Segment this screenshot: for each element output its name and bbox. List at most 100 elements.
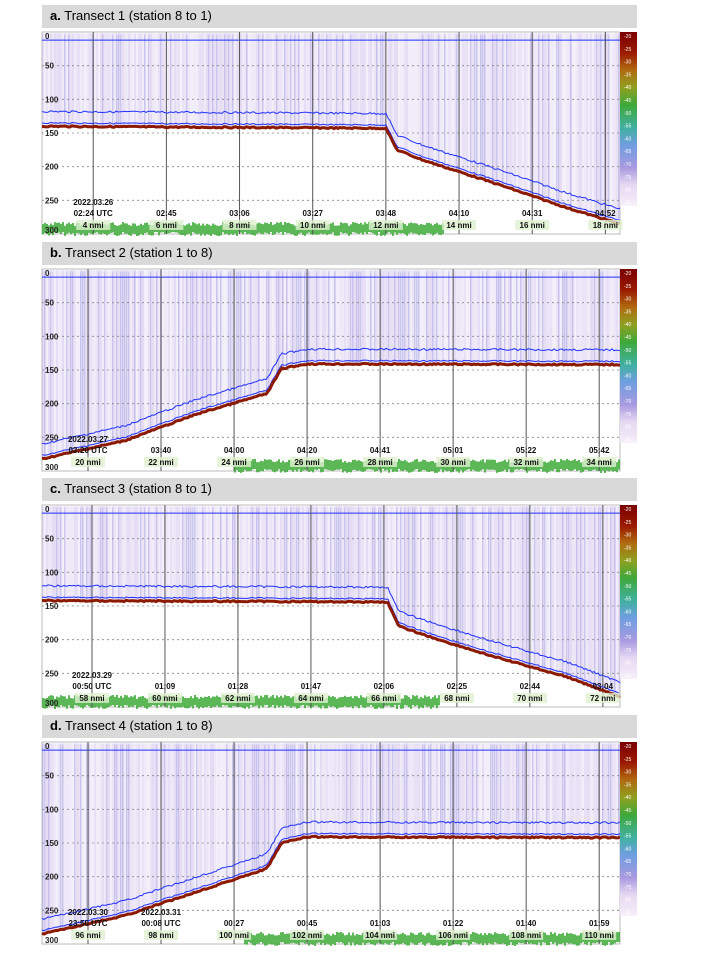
colorbar-tick-label: -60: [624, 609, 631, 615]
depth-tick-label: 0: [45, 505, 50, 514]
colorbar-tick-label: -90: [624, 923, 631, 929]
depth-tick-label: 300: [45, 699, 59, 708]
distance-label-bg: [147, 692, 182, 703]
colorbar-tick-label: -65: [624, 622, 631, 628]
x-label-group: 58 nmi 00:50 UTC 2022.03.29: [72, 671, 113, 703]
x-label-group: 100 nmi 00:27: [217, 919, 252, 940]
echogram-panel: a. Transect 1 (station 8 to 1) 0 50 100 150 2…: [0, 5, 720, 240]
colorbar-tick-label: -20: [624, 271, 631, 277]
x-label-group: 10 nmi 03:27: [295, 209, 330, 230]
colorbar-tick-label: -60: [624, 846, 631, 852]
panel-title: b. Transect 2 (station 1 to 8): [50, 245, 213, 260]
colorbar-gradient: [620, 269, 637, 443]
distance-label-bg: [509, 456, 544, 467]
colorbar-tick-label: -70: [624, 399, 631, 405]
distance-label: 30 nmi: [440, 458, 465, 467]
time-label: 04:31: [522, 209, 543, 218]
upper-range-line: [41, 347, 621, 445]
colorbar-tick-label: -35: [624, 72, 631, 78]
echogram-plot: 0 50 100 150 200 250 300 20 nmi 03:20 UTC 2022.03…: [41, 268, 637, 473]
x-label-group: 14 nmi 04:10: [442, 209, 477, 230]
colorbar-tick-label: -30: [624, 60, 631, 66]
colorbar-tick-label: -85: [624, 910, 631, 916]
date-label: 2022.03.26: [73, 198, 114, 207]
distance-label-bg: [582, 456, 617, 467]
colorbar-tick-label: -25: [624, 47, 631, 53]
colorbar-tick-label: -70: [624, 872, 631, 878]
distance-label-bg: [290, 456, 325, 467]
x-label-group: 6 nmi 02:45: [149, 209, 184, 230]
x-label-group: 12 nmi 03:48: [368, 209, 403, 230]
colorbar: -20 -25 -30 -35 -40 -45 -50 -55 -60 -65 -70 -75 -80 -…: [620, 505, 637, 705]
colorbar-tick-label: -90: [624, 450, 631, 456]
colorbar-tick-label: -50: [624, 348, 631, 354]
x-label-group: 62 nmi 01:28: [220, 682, 255, 703]
date-label: 2022.03.27: [68, 435, 109, 444]
colorbar-tick-label: -45: [624, 335, 631, 341]
x-label-group: 104 nmi 01:03: [363, 919, 398, 940]
distance-label: 62 nmi: [225, 694, 250, 703]
colorbar-tick-label: -30: [624, 770, 631, 776]
distance-label: 10 nmi: [300, 221, 325, 230]
colorbar-tick-label: -80: [624, 661, 631, 667]
lower-range-line: [41, 359, 621, 456]
colorbar-tick-label: -95: [624, 936, 631, 942]
colorbar-tick-label: -35: [624, 309, 631, 315]
colorbar-tick-label: -30: [624, 297, 631, 303]
distance-label-bg: [217, 456, 252, 467]
panel-title-bar: a. Transect 1 (station 8 to 1): [42, 5, 637, 28]
colorbar-tick-label: -75: [624, 885, 631, 891]
distance-label: 104 nmi: [365, 931, 395, 940]
colorbar-tick-label: -40: [624, 795, 631, 801]
colorbar-tick-label: -80: [624, 188, 631, 194]
colorbar-tick-label: -50: [624, 584, 631, 590]
depth-tick-label: 300: [45, 463, 59, 472]
colorbar-gradient: [620, 505, 637, 679]
colorbar-tick-label: -35: [624, 782, 631, 788]
distance-label: 26 nmi: [294, 458, 319, 467]
x-label-group: 20 nmi 03:20 UTC 2022.03.27: [68, 435, 109, 467]
depth-tick-label: 150: [45, 366, 59, 375]
depth-tick-label: 200: [45, 400, 59, 409]
time-label: 05:22: [516, 446, 537, 455]
colorbar-tick-label: -20: [624, 744, 631, 750]
depth-tick-label: 250: [45, 196, 59, 205]
distance-label: 64 nmi: [298, 694, 323, 703]
colorbar-tick-label: -65: [624, 859, 631, 865]
x-label-group: 68 nmi 02:25: [439, 682, 474, 703]
distance-label-bg: [71, 456, 106, 467]
colorbar-tick-label: -55: [624, 124, 631, 130]
time-label: 01:03: [370, 919, 391, 928]
distance-label-bg: [439, 692, 474, 703]
distance-label-bg: [363, 929, 398, 940]
x-label-group: 34 nmi 05:42: [582, 446, 617, 467]
distance-label-bg: [515, 219, 550, 230]
distance-label: 4 nmi: [83, 221, 104, 230]
x-label-group: 26 nmi 04:20: [290, 446, 325, 467]
x-label-group: 66 nmi 02:06: [366, 682, 401, 703]
time-label: 00:27: [224, 919, 245, 928]
x-label-group: 16 nmi 04:31: [515, 209, 550, 230]
colorbar-tick-label: -70: [624, 162, 631, 168]
x-label-group: 72 nmi 03:04: [585, 682, 620, 703]
upper-range-line: [41, 110, 621, 210]
x-label-group: 102 nmi 00:45: [290, 919, 325, 940]
date-label: 2022.03.29: [72, 671, 113, 680]
x-label-group: 106 nmi 01:22: [436, 919, 471, 940]
colorbar-tick-label: -35: [624, 545, 631, 551]
colorbar: -20 -25 -30 -35 -40 -45 -50 -55 -60 -65 -70 -75 -80 -…: [620, 742, 637, 942]
time-label: 23:50 UTC: [68, 919, 107, 928]
distance-label-bg: [217, 929, 252, 940]
distance-label: 72 nmi: [590, 694, 615, 703]
lower-range-line: [41, 596, 621, 695]
colorbar-gradient: [620, 742, 637, 916]
lower-range-line: [41, 121, 621, 221]
time-label: 02:44: [520, 682, 541, 691]
panel-title-bar: d. Transect 4 (station 1 to 8): [42, 715, 637, 738]
colorbar-tick-label: -25: [624, 757, 631, 763]
panel-letter: c.: [50, 481, 61, 496]
distance-label-bg: [588, 219, 623, 230]
colorbar-tick-label: -45: [624, 98, 631, 104]
colorbar-tick-label: -40: [624, 322, 631, 328]
distance-label: 110 nmi: [585, 931, 614, 940]
